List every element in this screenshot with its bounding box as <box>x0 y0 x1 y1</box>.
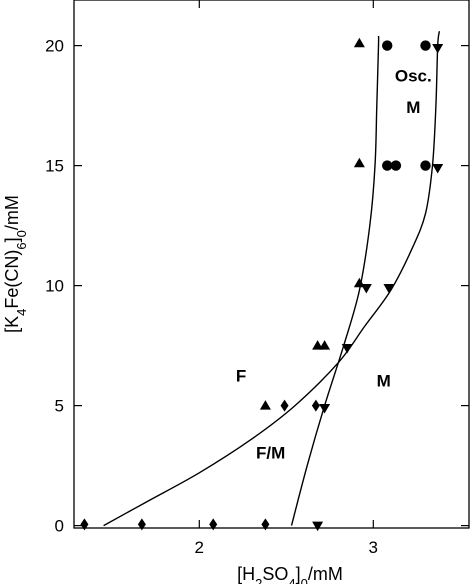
x-axis-label: [H2SO4]0/mM <box>237 564 343 584</box>
region-label: Osc. <box>395 67 432 86</box>
y-tick-label: 0 <box>55 517 64 536</box>
diamond-point <box>209 518 218 531</box>
triangle-down-point <box>360 284 372 294</box>
y-axis-label: [K4Fe(CN)6]0/mM <box>2 195 29 333</box>
circle-point <box>382 40 393 51</box>
y-label-tail: /mM <box>2 195 22 230</box>
diamond-point <box>261 518 270 531</box>
triangle-down-point <box>341 344 353 354</box>
x-label-sub2: 4 <box>288 576 295 584</box>
boundary-curve-1 <box>103 31 441 527</box>
boundary-curve-2 <box>290 35 380 526</box>
y-tick-label: 10 <box>45 277 64 296</box>
x-label-sub3: 0 <box>301 576 308 584</box>
plot-frame <box>73 0 470 529</box>
circle-point <box>420 40 431 51</box>
y-label-pre: [K <box>2 316 22 333</box>
diamond-point <box>280 399 289 412</box>
region-label: M <box>377 371 391 390</box>
triangle-down-point <box>383 284 395 294</box>
x-label-sub1: 2 <box>255 576 262 584</box>
y-label-sub3: 0 <box>14 230 29 237</box>
x-label-tail: /mM <box>308 564 343 584</box>
region-label: F <box>236 367 246 386</box>
diamond-point <box>80 518 89 531</box>
circle-point <box>420 160 431 171</box>
y-tick-label: 15 <box>45 157 64 176</box>
y-label-sub1: 4 <box>14 309 29 316</box>
region-label: M <box>406 98 420 117</box>
triangle-up-point <box>312 340 324 350</box>
diamond-point <box>137 518 146 531</box>
circle-point <box>390 160 402 171</box>
y-tick-label: 20 <box>45 37 64 56</box>
x-label-post: ] <box>296 564 301 584</box>
x-tick-label: 3 <box>369 538 378 557</box>
x-tick-label: 2 <box>195 538 204 557</box>
triangle-down-point <box>432 44 444 54</box>
triangle-up-point <box>353 157 365 168</box>
circle-point <box>382 160 393 171</box>
triangle-down-point <box>312 521 324 532</box>
triangle-up-point <box>353 37 365 48</box>
x-label-pre: [H <box>237 564 255 584</box>
triangle-up-point <box>259 400 271 410</box>
diamond-point <box>311 399 320 412</box>
x-label-mid: SO <box>262 564 288 584</box>
region-label: F/M <box>256 443 285 462</box>
triangle-down-point <box>319 404 331 414</box>
y-tick-label: 5 <box>55 397 64 416</box>
y-label-sub2: 6 <box>14 242 29 249</box>
y-label-post: ] <box>2 237 22 242</box>
triangle-down-point <box>432 164 444 174</box>
triangle-up-point <box>319 340 331 350</box>
y-label-mid: Fe(CN) <box>2 250 22 309</box>
